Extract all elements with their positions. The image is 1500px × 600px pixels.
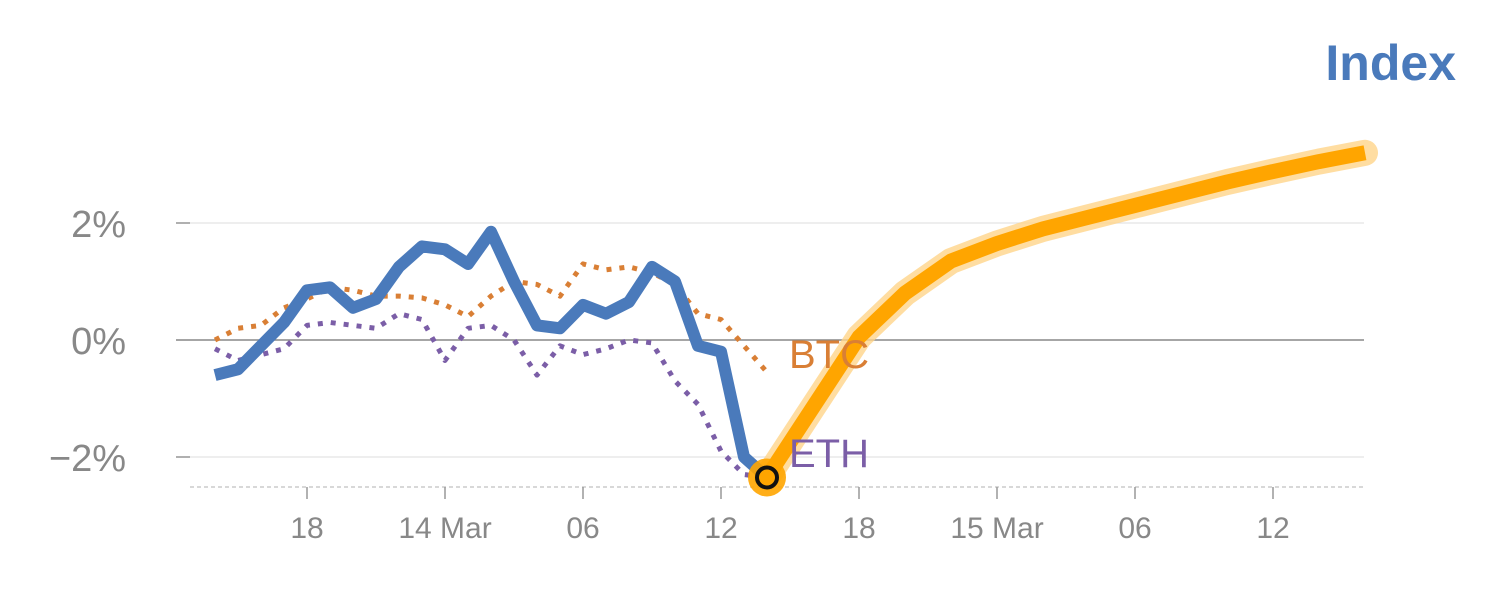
eth-series-line <box>213 311 768 480</box>
y-tick-label: 2% <box>71 204 126 246</box>
x-tick-label: 15 Mar <box>950 512 1043 545</box>
y-tick-label: −2% <box>49 438 126 480</box>
x-tick-label: 12 <box>704 512 737 545</box>
current-point-marker <box>755 465 779 490</box>
forecast-line-halo <box>754 139 1378 491</box>
x-tick-label: 06 <box>566 512 599 545</box>
x-tick-label: 18 <box>290 512 323 545</box>
x-tick-label: 12 <box>1256 512 1289 545</box>
x-tick-label: 06 <box>1118 512 1151 545</box>
y-tick-label: 0% <box>71 321 126 363</box>
forecast-line <box>760 145 1367 482</box>
index-series-line <box>213 225 771 482</box>
x-tick-label: 18 <box>842 512 875 545</box>
chart-title: Index <box>1325 35 1456 91</box>
eth-series-label: ETH <box>789 432 869 476</box>
btc-series-label: BTC <box>789 333 869 377</box>
x-tick-label: 14 Mar <box>398 512 491 545</box>
btc-series-line <box>213 261 769 374</box>
